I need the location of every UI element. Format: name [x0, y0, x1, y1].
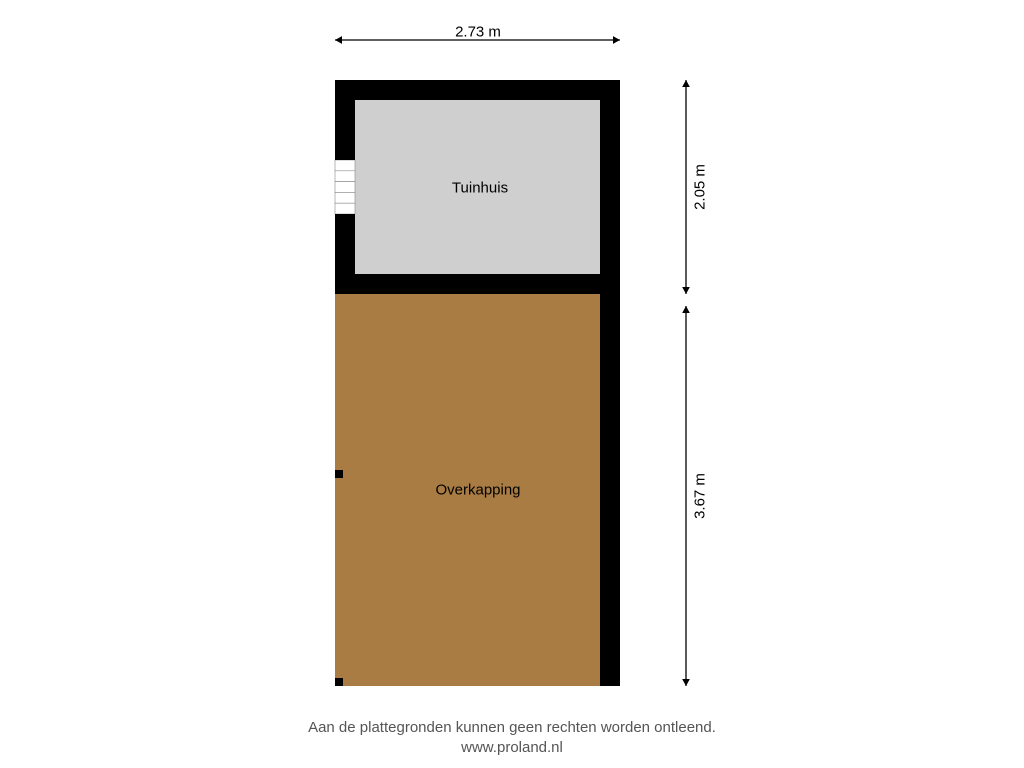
floorplan-stage: Tuinhuis Overkapping 2.73 m 2.05 m 3.67 … — [0, 0, 1024, 768]
dim-label-width: 2.73 m — [455, 24, 501, 41]
floorplan-svg — [0, 0, 1024, 768]
footer-line1: Aan de plattegronden kunnen geen rechten… — [308, 719, 716, 736]
dim-label-overkapping-height: 3.67 m — [692, 473, 709, 519]
room-label-tuinhuis: Tuinhuis — [452, 180, 508, 197]
footer-disclaimer: Aan de plattegronden kunnen geen rechten… — [0, 718, 1024, 759]
dim-label-tuinhuis-height: 2.05 m — [692, 164, 709, 210]
room-label-overkapping: Overkapping — [435, 482, 520, 499]
footer-line2: www.proland.nl — [461, 739, 563, 756]
